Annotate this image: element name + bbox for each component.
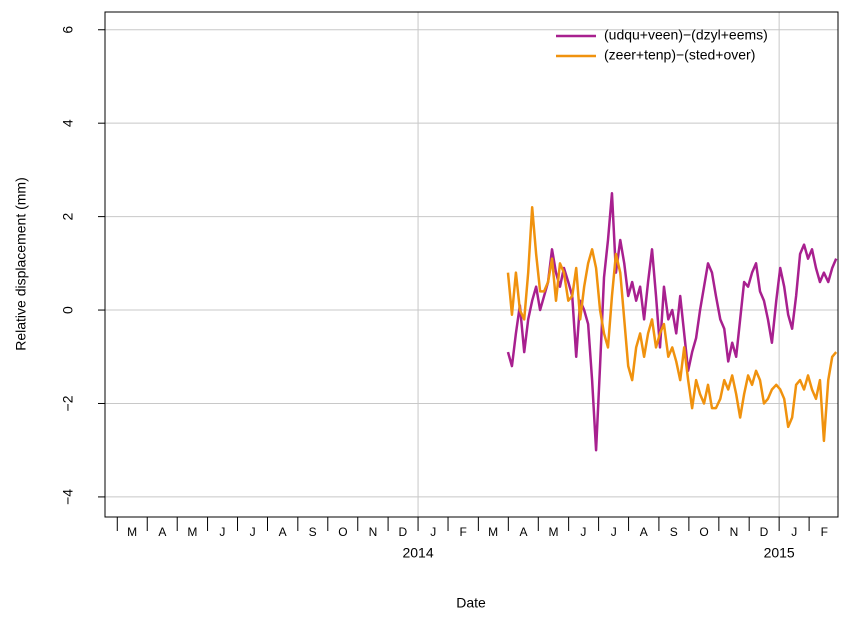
month-label: N bbox=[369, 525, 378, 539]
month-label: J bbox=[791, 525, 797, 539]
year-label: 2015 bbox=[764, 545, 795, 561]
y-tick-label: −4 bbox=[60, 489, 76, 505]
y-axis-label: Relative displacement (mm) bbox=[13, 177, 29, 351]
x-axis-label: Date bbox=[456, 595, 486, 611]
month-label: N bbox=[730, 525, 739, 539]
month-label: A bbox=[279, 525, 287, 539]
month-label: M bbox=[548, 525, 558, 539]
month-label: A bbox=[519, 525, 527, 539]
y-tick-label: 4 bbox=[60, 119, 76, 127]
month-label: S bbox=[309, 525, 317, 539]
month-label: M bbox=[488, 525, 498, 539]
y-tick-label: −2 bbox=[60, 395, 76, 411]
month-label: M bbox=[127, 525, 137, 539]
month-label: J bbox=[611, 525, 617, 539]
month-label: F bbox=[821, 525, 828, 539]
month-label: J bbox=[250, 525, 256, 539]
month-label: J bbox=[580, 525, 586, 539]
month-label: S bbox=[670, 525, 678, 539]
y-tick-label: 0 bbox=[60, 306, 76, 314]
y-tick-label: 2 bbox=[60, 213, 76, 221]
month-label: A bbox=[158, 525, 166, 539]
month-label: O bbox=[338, 525, 347, 539]
month-label: D bbox=[399, 525, 408, 539]
month-label: M bbox=[187, 525, 197, 539]
month-label: D bbox=[760, 525, 769, 539]
year-label: 2014 bbox=[402, 545, 433, 561]
y-tick-label: 6 bbox=[60, 26, 76, 34]
plot-frame bbox=[104, 11, 839, 518]
month-label: O bbox=[699, 525, 708, 539]
month-label: J bbox=[219, 525, 225, 539]
series-line bbox=[506, 206, 838, 443]
month-label: J bbox=[430, 525, 436, 539]
month-label: A bbox=[640, 525, 648, 539]
legend-label: (udqu+veen)−(dzyl+eems) bbox=[604, 27, 768, 43]
series-line bbox=[506, 192, 838, 452]
month-label: F bbox=[460, 525, 467, 539]
legend-label: (zeer+tenp)−(sted+over) bbox=[604, 47, 755, 63]
